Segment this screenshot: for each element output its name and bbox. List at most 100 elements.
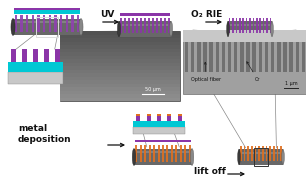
Bar <box>20 15 23 32</box>
Ellipse shape <box>118 21 121 37</box>
Bar <box>171 145 173 162</box>
Bar <box>144 18 146 33</box>
Bar <box>133 121 185 127</box>
Bar <box>259 33 262 72</box>
Bar <box>240 33 244 72</box>
Ellipse shape <box>118 32 172 36</box>
Bar <box>13 19 81 35</box>
Bar <box>244 146 245 161</box>
Bar <box>239 18 241 33</box>
Bar <box>60 56 180 59</box>
Bar <box>234 33 237 72</box>
Ellipse shape <box>227 21 229 37</box>
Text: 50 μm: 50 μm <box>145 87 161 92</box>
Bar <box>36 17 58 37</box>
Text: Optical fiber: Optical fiber <box>191 62 221 82</box>
Bar <box>119 21 171 37</box>
Bar <box>289 33 293 72</box>
Bar <box>14 10 80 14</box>
Bar <box>136 114 140 116</box>
Bar <box>270 18 271 33</box>
Bar <box>152 18 154 33</box>
Bar <box>228 23 272 26</box>
Bar <box>120 18 122 33</box>
Bar <box>44 49 49 62</box>
Bar <box>185 33 188 72</box>
Ellipse shape <box>12 30 82 34</box>
Text: metal
deposition: metal deposition <box>18 124 72 144</box>
Bar <box>60 98 180 101</box>
Bar <box>168 18 170 33</box>
Bar <box>271 33 274 72</box>
Bar <box>49 15 51 32</box>
Bar <box>246 18 247 33</box>
Text: lift off: lift off <box>194 167 226 176</box>
Bar <box>60 80 180 84</box>
Bar <box>265 33 268 72</box>
Bar <box>209 33 213 72</box>
Bar <box>158 145 159 162</box>
Ellipse shape <box>133 160 192 164</box>
Bar <box>60 42 180 45</box>
Ellipse shape <box>228 32 272 36</box>
Bar <box>26 15 28 32</box>
Bar <box>197 33 200 72</box>
Ellipse shape <box>132 149 136 165</box>
Bar <box>133 127 185 134</box>
Bar <box>60 35 180 38</box>
Bar <box>280 146 282 161</box>
Bar <box>140 18 142 33</box>
Text: UV: UV <box>100 10 114 19</box>
Bar <box>60 94 180 98</box>
Bar <box>13 21 81 23</box>
Bar <box>157 114 161 121</box>
Bar <box>128 18 130 33</box>
Bar <box>256 18 258 33</box>
Text: 1 μm: 1 μm <box>285 81 297 86</box>
Bar <box>135 145 137 162</box>
Bar <box>160 18 162 33</box>
Bar <box>302 33 305 72</box>
Ellipse shape <box>238 149 240 165</box>
Bar <box>15 15 17 32</box>
Bar <box>183 30 306 94</box>
Bar <box>166 145 168 162</box>
Bar <box>240 146 242 161</box>
Bar <box>140 145 142 162</box>
Bar <box>119 23 171 26</box>
Bar <box>135 140 191 143</box>
Bar <box>60 31 180 101</box>
Bar <box>43 15 45 32</box>
Bar <box>162 145 164 162</box>
Bar <box>153 145 155 162</box>
Bar <box>147 114 151 121</box>
Bar <box>180 145 182 162</box>
Bar <box>255 146 256 161</box>
Bar <box>239 149 283 165</box>
Text: O₂ RIE: O₂ RIE <box>191 10 223 19</box>
Bar <box>216 33 219 72</box>
Bar <box>32 15 34 32</box>
Bar <box>65 15 68 32</box>
Bar <box>259 18 261 33</box>
Bar <box>266 146 267 161</box>
Bar <box>37 15 40 32</box>
Bar <box>60 73 180 77</box>
Bar <box>60 91 180 94</box>
Bar <box>203 33 207 72</box>
Bar <box>277 146 278 161</box>
Ellipse shape <box>170 21 173 37</box>
Bar <box>147 114 151 116</box>
Bar <box>71 15 74 32</box>
Bar <box>229 18 230 33</box>
Bar <box>156 18 158 33</box>
Ellipse shape <box>190 149 194 165</box>
Bar <box>164 18 166 33</box>
Bar <box>132 18 134 33</box>
Text: Cr: Cr <box>247 62 260 82</box>
Bar <box>8 72 63 84</box>
Bar <box>251 146 253 161</box>
Bar <box>178 114 182 121</box>
Ellipse shape <box>239 160 283 164</box>
Bar <box>175 145 177 162</box>
